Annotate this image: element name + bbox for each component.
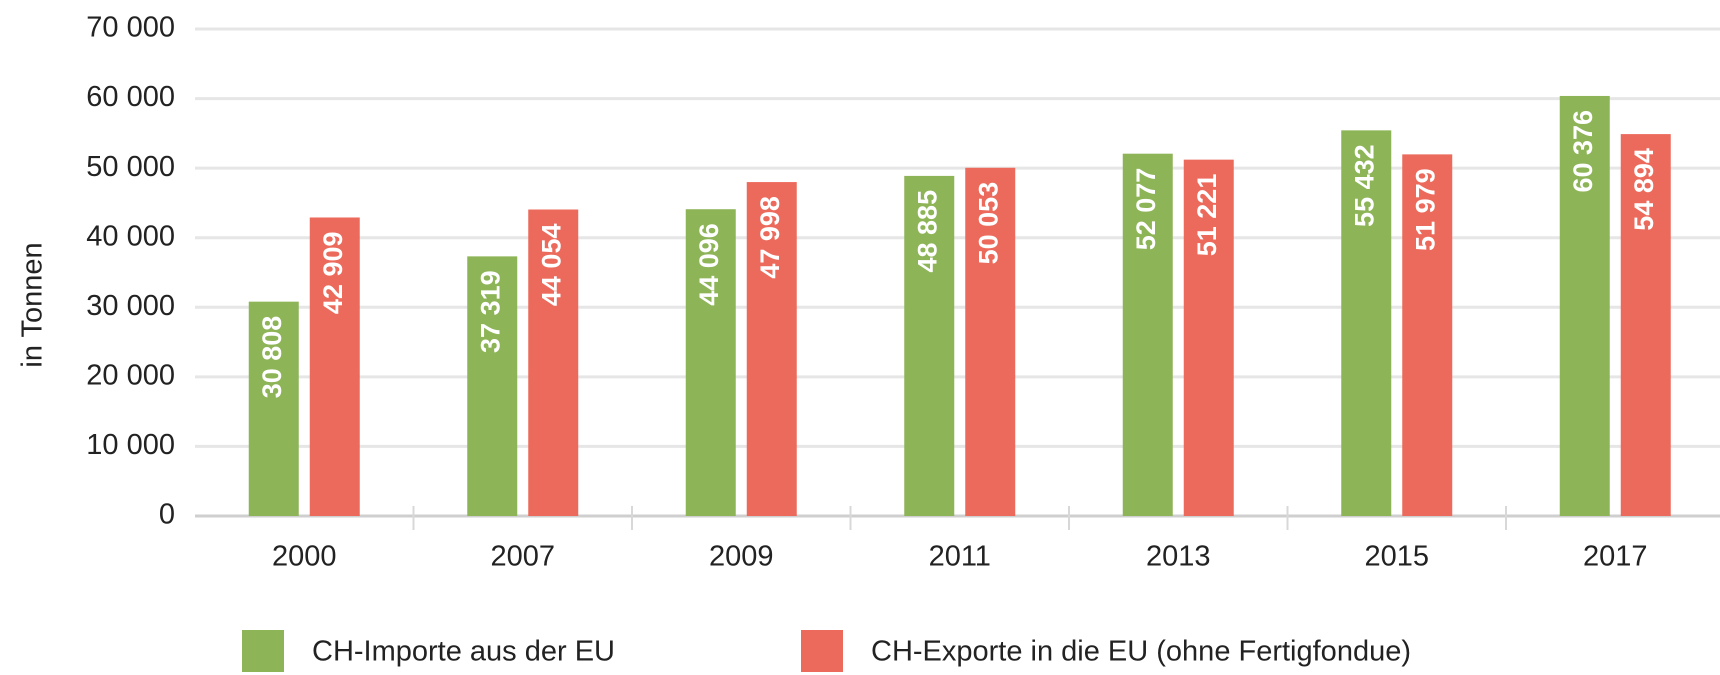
bar — [1620, 134, 1671, 516]
bar — [1402, 154, 1453, 516]
bar — [248, 301, 299, 516]
y-tick-label: 70 000 — [86, 12, 175, 44]
bar — [528, 209, 579, 517]
bar — [685, 209, 736, 516]
x-tick-label: 2009 — [709, 541, 774, 573]
legend-swatch — [242, 630, 284, 672]
x-tick-label: 2015 — [1364, 541, 1429, 573]
bar — [309, 217, 360, 516]
value-label: 51 221 — [1192, 174, 1222, 257]
value-label: 50 053 — [973, 182, 1003, 265]
value-label: 44 054 — [536, 224, 566, 307]
x-tick-label: 2011 — [929, 541, 991, 573]
x-tick-label: 2013 — [1146, 541, 1211, 573]
x-tick-label: 2007 — [490, 541, 555, 573]
bar — [467, 256, 518, 516]
x-tick-label: 2000 — [272, 541, 337, 573]
y-tick-label: 40 000 — [86, 220, 175, 252]
bar — [1183, 159, 1234, 516]
legend-label: CH-Exporte in die EU (ohne Fertigfondue) — [871, 636, 1411, 668]
y-tick-label: 60 000 — [86, 81, 175, 113]
value-label: 30 808 — [257, 316, 287, 399]
y-tick-label: 0 — [159, 499, 175, 531]
value-label: 42 909 — [318, 231, 348, 314]
legend-label: CH-Importe aus der EU — [312, 636, 615, 668]
value-label: 54 894 — [1629, 148, 1659, 231]
y-axis-label: in Tonnen — [17, 242, 49, 367]
bar — [965, 167, 1016, 517]
value-label: 55 432 — [1349, 144, 1379, 227]
value-label: 60 376 — [1568, 110, 1598, 193]
value-label: 52 077 — [1131, 168, 1161, 251]
x-tick-label: 2017 — [1583, 541, 1648, 573]
bar — [1341, 130, 1392, 516]
y-tick-label: 10 000 — [86, 429, 175, 461]
value-label: 48 885 — [912, 190, 942, 273]
y-tick-label: 20 000 — [86, 360, 175, 392]
value-label: 47 998 — [755, 196, 785, 279]
y-tick-label: 50 000 — [86, 151, 175, 183]
legend-swatch — [801, 630, 843, 672]
bar — [746, 182, 797, 517]
y-tick-label: 30 000 — [86, 290, 175, 322]
bar — [1559, 95, 1610, 517]
value-label: 44 096 — [694, 223, 724, 306]
bar — [1122, 153, 1173, 516]
value-label: 51 979 — [1410, 168, 1440, 251]
value-label: 37 319 — [475, 270, 505, 353]
bar — [904, 175, 955, 516]
